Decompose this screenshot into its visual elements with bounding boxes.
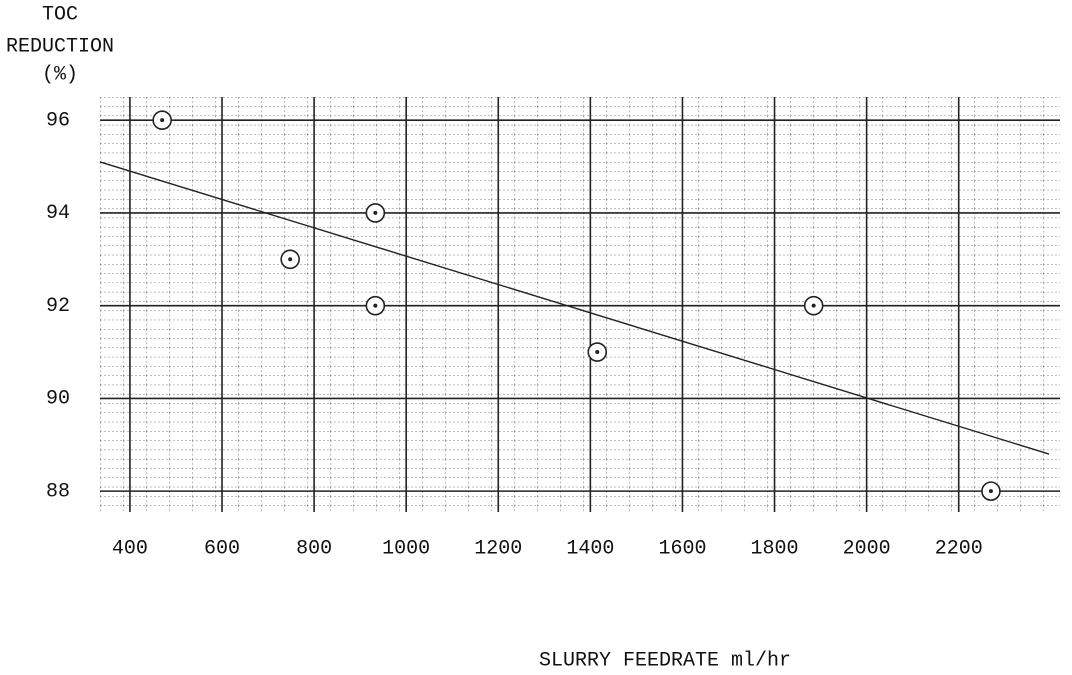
minor-grid [100,97,1060,512]
x-tick-label: 600 [204,537,240,560]
x-tick-label: 1200 [474,537,522,560]
y-axis-label: TOC [42,3,78,26]
x-tick-label: 800 [296,537,332,560]
data-point-center [288,257,293,262]
x-tick-label: 400 [112,537,148,560]
y-tick-label: 88 [46,480,70,503]
data-point-center [160,118,165,123]
y-tick-label: 94 [46,202,70,225]
y-axis-label: REDUCTION [6,35,114,58]
y-tick-label: 96 [46,109,70,132]
y-tick-label: 92 [46,295,70,318]
data-point-center [373,210,378,215]
trend-line [99,161,1050,455]
y-tick-label: 90 [46,388,70,411]
data-point-center [988,489,993,494]
x-tick-label: 1600 [658,537,706,560]
x-tick-label: 1800 [751,537,799,560]
x-tick-label: 2200 [935,537,983,560]
data-point-center [373,303,378,308]
x-tick-label: 1000 [382,537,430,560]
x-tick-label: 1400 [566,537,614,560]
data-point-center [595,350,600,355]
x-axis-label: SLURRY FEEDRATE ml/hr [539,649,791,672]
x-tick-label: 2000 [843,537,891,560]
data-point-center [811,303,816,308]
y-axis-label: (%) [42,63,78,86]
